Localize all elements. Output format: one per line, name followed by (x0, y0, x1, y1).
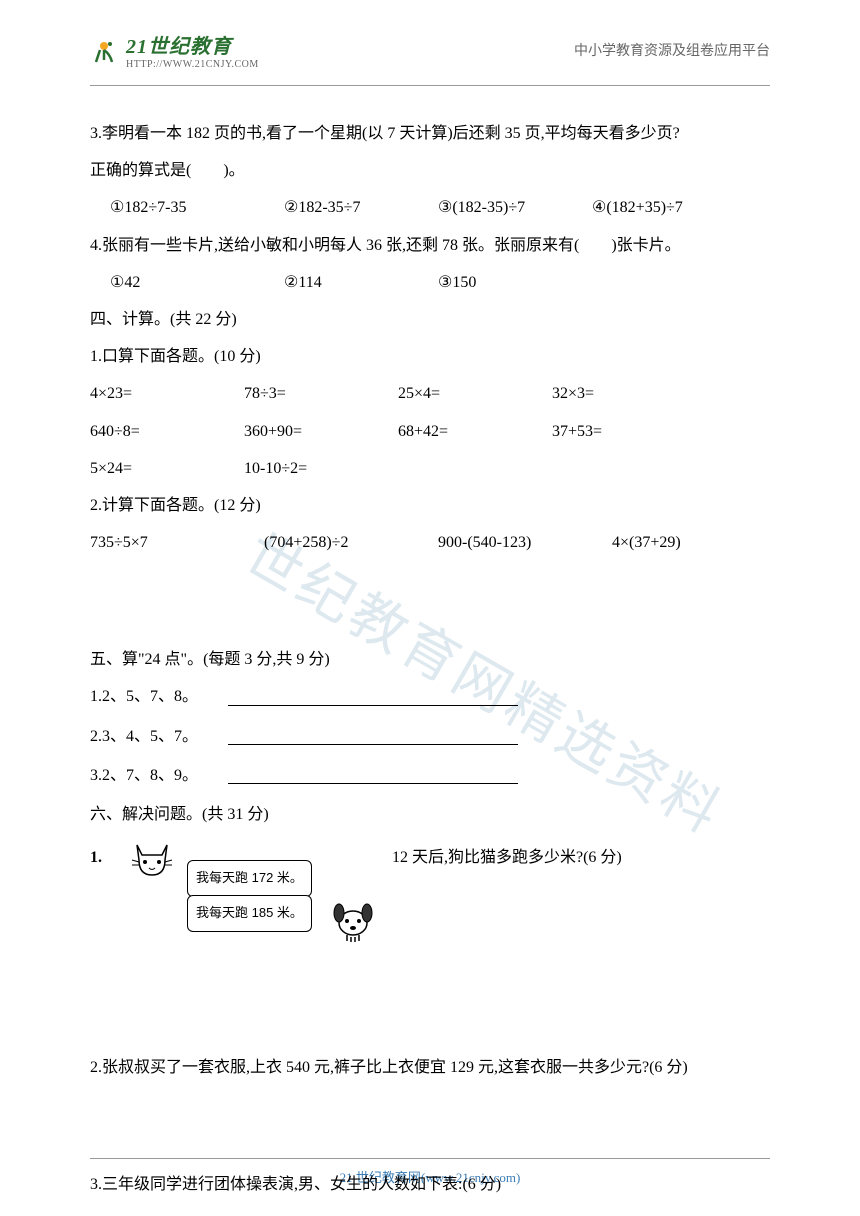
blank-line-3 (228, 766, 518, 784)
calc-1c: 25×4= (398, 376, 548, 411)
cat-icon (127, 840, 177, 885)
section4-title: 四、计算。(共 22 分) (90, 302, 770, 337)
animal-illustration: 我每天跑 172 米。 我每天跑 185 米。 (117, 840, 377, 950)
blank-line-2 (228, 727, 518, 745)
calc-1b: 78÷3= (244, 376, 394, 411)
calc-4d: 4×(37+29) (612, 525, 762, 560)
header-right-text: 中小学教育资源及组卷应用平台 (574, 40, 770, 60)
calc-2a: 640÷8= (90, 414, 240, 449)
calc-2b: 360+90= (244, 414, 394, 449)
calc-3a: 5×24= (90, 451, 240, 486)
calc-2c: 68+42= (398, 414, 548, 449)
calc-1a: 4×23= (90, 376, 240, 411)
calc-row4: 735÷5×7 (704+258)÷2 900-(540-123) 4×(37+… (90, 525, 770, 560)
q3-opt2: ②182-35÷7 (284, 190, 434, 225)
blank-line-1 (228, 688, 518, 706)
calc-4a: 735÷5×7 (90, 525, 260, 560)
speech-bubble-dog: 我每天跑 185 米。 (187, 895, 312, 932)
q3-opt3: ③(182-35)÷7 (438, 190, 588, 225)
q3-opt1: ①182÷7-35 (110, 190, 280, 225)
logo-icon (90, 36, 118, 64)
q6-1-row: 1. 我每天跑 172 米。 我每天跑 185 米。 12 天后,狗比猫多跑 (90, 840, 770, 950)
section4-sub2: 2.计算下面各题。(12 分) (90, 488, 770, 523)
section6-title: 六、解决问题。(共 31 分) (90, 797, 770, 832)
q4-opt3: ③150 (438, 265, 588, 300)
q6-3: 3.三年级同学进行团体操表演,男、女生的人数如下表:(6 分) (90, 1167, 770, 1202)
calc-row3: 5×24= 10-10÷2= (90, 451, 770, 486)
calc-1d: 32×3= (552, 376, 702, 411)
dog-icon (329, 895, 377, 943)
s5-r3: 3.2、7、8、9。 (90, 758, 198, 793)
s5-r1: 1.2、5、7、8。 (90, 679, 198, 714)
calc-row2: 640÷8= 360+90= 68+42= 37+53= (90, 414, 770, 449)
logo-area: 21世纪教育 HTTP://WWW.21CNJY.COM (90, 30, 259, 70)
calc-4b: (704+258)÷2 (264, 525, 434, 560)
q4-options: ①42 ②114 ③150 (90, 265, 770, 300)
q6-1-num: 1. (90, 840, 102, 875)
q4-opt2: ②114 (284, 265, 434, 300)
q3-stem2: 正确的算式是( )。 (90, 153, 770, 188)
q6-1-text: 12 天后,狗比猫多跑多少米?(6 分) (392, 840, 622, 875)
calc-2d: 37+53= (552, 414, 702, 449)
section5-title: 五、算"24 点"。(每题 3 分,共 9 分) (90, 642, 770, 677)
calc-4c: 900-(540-123) (438, 525, 608, 560)
q4-stem: 4.张丽有一些卡片,送给小敏和小明每人 36 张,还剩 78 张。张丽原来有( … (90, 228, 770, 263)
q4-opt1: ①42 (110, 265, 280, 300)
calc-row1: 4×23= 78÷3= 25×4= 32×3= (90, 376, 770, 411)
logo-url-text: HTTP://WWW.21CNJY.COM (126, 59, 259, 70)
logo-cn-text: 21世纪教育 (126, 30, 259, 59)
q3-stem: 3.李明看一本 182 页的书,看了一个星期(以 7 天计算)后还剩 35 页,… (90, 116, 770, 151)
calc-3b: 10-10÷2= (244, 451, 394, 486)
q6-2: 2.张叔叔买了一套衣服,上衣 540 元,裤子比上衣便宜 129 元,这套衣服一… (90, 1050, 770, 1085)
section4-sub1: 1.口算下面各题。(10 分) (90, 339, 770, 374)
q3-options: ①182÷7-35 ②182-35÷7 ③(182-35)÷7 ④(182+35… (90, 190, 770, 225)
header-divider (90, 85, 770, 86)
s5-r2: 2.3、4、5、7。 (90, 719, 198, 754)
speech-bubble-cat: 我每天跑 172 米。 (187, 860, 312, 897)
q3-opt4: ④(182+35)÷7 (592, 190, 732, 225)
